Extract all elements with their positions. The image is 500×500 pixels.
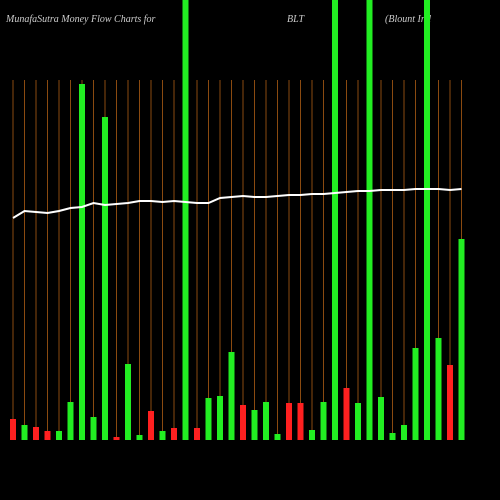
bar <box>401 425 407 440</box>
bar <box>125 364 131 440</box>
bar <box>67 402 74 440</box>
bar <box>274 434 281 440</box>
bar <box>320 402 327 440</box>
bar <box>412 348 419 440</box>
bar <box>33 427 39 440</box>
bar <box>56 431 62 440</box>
bar <box>113 437 120 440</box>
bar <box>182 0 189 440</box>
bar <box>343 388 350 440</box>
bar <box>297 403 304 440</box>
bar <box>44 431 51 440</box>
money-flow-line <box>12 188 462 219</box>
symbol: BLT <box>287 14 305 25</box>
bar <box>205 398 212 440</box>
bar <box>424 0 430 440</box>
bar <box>366 0 373 440</box>
bar <box>21 425 28 440</box>
bar <box>355 403 361 440</box>
bar <box>435 338 442 440</box>
bar <box>194 428 200 440</box>
bar <box>136 435 143 440</box>
bar <box>251 410 258 440</box>
bar <box>286 403 292 440</box>
bar <box>263 402 269 440</box>
bars <box>10 0 465 440</box>
chart-title: MunafaSutra Money Flow Charts for <box>5 14 156 25</box>
bar <box>240 405 246 440</box>
bar <box>378 397 384 440</box>
bar <box>102 117 108 440</box>
bar <box>79 84 85 440</box>
bar <box>171 428 177 440</box>
bar <box>447 365 453 440</box>
bar <box>332 0 338 440</box>
bar <box>389 433 396 440</box>
bar <box>309 430 315 440</box>
bar <box>10 419 16 440</box>
company: (Blount Ind <box>385 14 432 25</box>
bar <box>148 411 154 440</box>
bar <box>90 417 97 440</box>
bar <box>228 352 235 440</box>
bar <box>458 239 465 440</box>
bar <box>217 396 223 440</box>
bar <box>159 431 166 440</box>
